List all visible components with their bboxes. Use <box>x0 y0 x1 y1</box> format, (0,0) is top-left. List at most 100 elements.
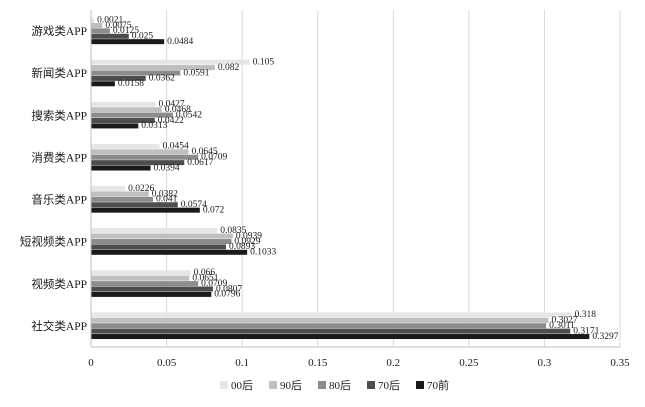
axes: 0 0.05 0.1 0.15 0.2 0.25 0.3 0.35 游戏类APP 新闻类APP 搜索… <box>20 10 630 369</box>
bar <box>91 75 146 81</box>
bar <box>91 275 190 281</box>
data-label: 0.0454 <box>163 142 189 152</box>
data-label: 0.066 <box>194 268 216 278</box>
bar <box>91 202 178 208</box>
bar <box>91 238 232 244</box>
bar <box>91 207 200 213</box>
category-label: 消费类APP <box>31 150 87 164</box>
data-label: 0.0542 <box>176 110 202 120</box>
bar <box>91 228 218 234</box>
data-label: 0.3297 <box>592 332 618 342</box>
data-label: 0.0313 <box>141 121 167 131</box>
bar <box>91 334 590 340</box>
legend-label: 70前 <box>427 378 449 392</box>
data-label: 0.025 <box>132 32 154 42</box>
legend-swatch <box>269 381 277 389</box>
bar <box>91 143 160 149</box>
x-tick-label: 0.25 <box>459 357 479 369</box>
bar <box>91 323 547 329</box>
data-label: 0.0893 <box>229 242 255 252</box>
data-label: 0.3011 <box>549 321 575 331</box>
data-label: 0.041 <box>156 195 178 205</box>
legend: 00后 90后 80后 70后 70前 <box>220 378 449 392</box>
bar <box>91 81 115 87</box>
bar <box>91 154 199 160</box>
bar <box>91 70 181 76</box>
x-tick-label: 0.35 <box>610 357 630 369</box>
data-label: 0.318 <box>575 310 597 320</box>
bar <box>91 101 156 107</box>
bar <box>91 39 165 45</box>
data-label: 0.0709 <box>201 153 227 163</box>
data-label: 0.0929 <box>234 237 260 247</box>
data-label: 0.0796 <box>214 290 240 300</box>
bar <box>91 244 226 250</box>
data-label: 0.0427 <box>159 100 185 110</box>
data-label: 0.0158 <box>118 79 144 89</box>
data-label: 0.105 <box>253 57 275 67</box>
legend-swatch <box>318 381 326 389</box>
bar <box>91 17 95 23</box>
legend-label: 80后 <box>329 379 351 392</box>
data-label: 0.072 <box>203 205 225 215</box>
data-label: 0.0422 <box>158 116 184 126</box>
data-label: 0.0125 <box>113 26 139 36</box>
category-label: 搜索类APP <box>31 108 87 122</box>
bar <box>91 123 139 129</box>
bar <box>91 33 129 39</box>
legend-label: 90后 <box>280 379 302 392</box>
bar <box>91 22 103 28</box>
category-label: 新闻类APP <box>31 66 87 80</box>
x-tick-label: 0.1 <box>235 357 249 369</box>
bar <box>91 286 213 292</box>
data-label: 0.0484 <box>167 37 193 47</box>
data-label: 0.0021 <box>97 15 123 25</box>
bar <box>91 149 189 155</box>
legend-label: 00后 <box>231 379 253 392</box>
data-label: 0.0574 <box>181 200 207 210</box>
data-label: 0.3171 <box>573 326 599 336</box>
bar <box>91 59 250 65</box>
bar <box>91 249 248 255</box>
category-label: 短视频类APP <box>20 235 87 249</box>
x-tick-label: 0.05 <box>157 357 177 369</box>
bar <box>91 312 572 318</box>
data-label: 0.3027 <box>552 316 578 326</box>
grid-lines <box>166 10 621 347</box>
data-label: 0.0835 <box>220 226 246 236</box>
data-label: 0.0394 <box>154 163 180 173</box>
data-label: 0.0362 <box>149 74 175 84</box>
data-label: 0.0807 <box>216 284 242 294</box>
category-label: 音乐类APP <box>31 193 87 207</box>
bar <box>91 317 549 323</box>
bar <box>91 281 199 287</box>
x-tick-label: 0.3 <box>538 357 552 369</box>
data-label: 0.0939 <box>236 231 262 241</box>
category-label: 游戏类APP <box>31 24 87 38</box>
bar <box>91 65 215 71</box>
bar <box>91 112 173 118</box>
bar <box>91 191 149 197</box>
legend-swatch <box>220 381 228 389</box>
data-label: 0.082 <box>218 63 240 73</box>
bar <box>91 291 212 297</box>
bar <box>91 160 185 166</box>
bar <box>91 118 155 124</box>
bar <box>91 328 571 334</box>
bar <box>91 196 153 202</box>
category-label: 视频类APP <box>31 277 87 291</box>
data-label: 0.0617 <box>187 158 213 168</box>
x-tick-label: 0.15 <box>308 357 328 369</box>
data-label: 0.0651 <box>192 274 218 284</box>
legend-swatch <box>416 381 424 389</box>
data-label: 0.0645 <box>191 147 217 157</box>
category-label: 社交类APP <box>31 319 87 333</box>
bar <box>91 233 233 239</box>
data-label: 0.0591 <box>183 68 209 78</box>
x-tick-label: 0.2 <box>386 357 400 369</box>
data-label: 0.0075 <box>105 21 131 31</box>
data-label: 0.0709 <box>201 279 227 289</box>
bar <box>91 107 162 113</box>
data-label: 0.1033 <box>250 248 276 258</box>
